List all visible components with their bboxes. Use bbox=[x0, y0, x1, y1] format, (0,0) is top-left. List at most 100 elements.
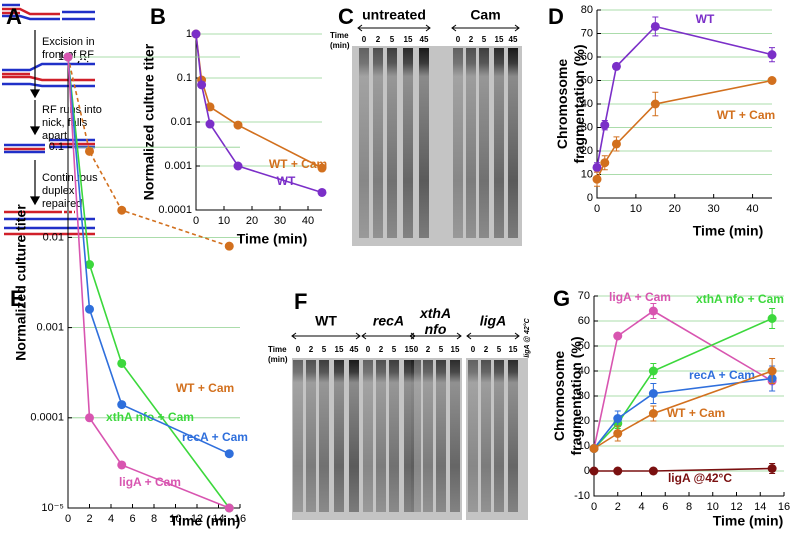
lane bbox=[376, 360, 386, 512]
point bbox=[648, 366, 658, 376]
y-tick-label: 1 bbox=[186, 28, 192, 40]
x-tick-label: 0 bbox=[594, 203, 600, 215]
series-line bbox=[67, 56, 230, 247]
point bbox=[767, 366, 777, 376]
lane-label: 2 bbox=[379, 345, 384, 354]
series-label: WT bbox=[696, 12, 715, 26]
y-tick-label: 0.0001 bbox=[158, 204, 192, 216]
series-label: ligA + Cam bbox=[119, 475, 181, 489]
lane-label: 15 bbox=[451, 345, 460, 354]
point bbox=[648, 466, 658, 476]
axes bbox=[67, 57, 240, 509]
time-label: Time (min) bbox=[268, 345, 288, 364]
series-label: WT + Cam bbox=[667, 406, 725, 420]
series-line bbox=[593, 317, 773, 450]
x-axis-label: Time (min) bbox=[713, 513, 784, 529]
point bbox=[205, 102, 215, 112]
y-tick-label: 20 bbox=[581, 145, 593, 157]
y-tick-label: 80 bbox=[581, 4, 593, 16]
y-tick-label: 10⁻⁵ bbox=[41, 502, 64, 514]
y-axis-label: Chromosomefragmentation (%) bbox=[554, 45, 587, 164]
series-line bbox=[195, 33, 323, 169]
x-tick-label: 20 bbox=[669, 203, 681, 215]
lane-label: 5 bbox=[322, 345, 327, 354]
lane bbox=[494, 360, 504, 512]
series-label: WT bbox=[277, 174, 296, 188]
lane-label: 0 bbox=[296, 345, 301, 354]
y-axis-label: Normalized culture titer bbox=[141, 43, 157, 200]
point bbox=[205, 119, 215, 129]
point bbox=[648, 409, 658, 418]
point bbox=[648, 389, 658, 398]
lane-label: 45 bbox=[509, 35, 518, 44]
x-tick-label: 40 bbox=[302, 215, 314, 227]
x-tick-label: 6 bbox=[662, 501, 668, 513]
series-label: recA + Cam bbox=[182, 430, 248, 444]
lane bbox=[306, 360, 316, 512]
lane-group: ligA bbox=[480, 313, 506, 329]
point bbox=[613, 429, 623, 438]
point bbox=[85, 260, 94, 270]
y-tick-label: 0 bbox=[587, 192, 593, 204]
point bbox=[592, 174, 602, 184]
arrow bbox=[466, 332, 520, 340]
panel-label: C bbox=[338, 4, 354, 29]
lane bbox=[349, 360, 359, 512]
series-line bbox=[67, 56, 230, 509]
y-tick-label: 10 bbox=[581, 168, 593, 180]
lane-label: 0 bbox=[414, 345, 419, 354]
lane bbox=[319, 360, 329, 512]
lane-label: 5 bbox=[439, 345, 444, 354]
lane bbox=[481, 360, 491, 512]
point bbox=[197, 80, 207, 90]
point bbox=[611, 139, 621, 149]
lane-group: xthA nfo bbox=[419, 305, 451, 337]
lane-label: 2 bbox=[309, 345, 314, 354]
point bbox=[317, 187, 327, 197]
y-tick-label: 1 bbox=[58, 51, 64, 63]
lane bbox=[450, 360, 460, 512]
lane-label: 0 bbox=[366, 345, 371, 354]
point bbox=[600, 120, 610, 130]
series-line bbox=[596, 25, 773, 168]
x-tick-label: 8 bbox=[151, 513, 157, 525]
series-line bbox=[593, 377, 773, 449]
lane-label: 5 bbox=[390, 35, 395, 44]
x-tick-label: 14 bbox=[754, 501, 766, 513]
lane-label: 15 bbox=[495, 35, 504, 44]
lane-label: 0 bbox=[362, 35, 367, 44]
lane-label: 15 bbox=[335, 345, 344, 354]
point bbox=[600, 158, 610, 168]
x-axis-label: Time (min) bbox=[170, 513, 241, 529]
arrow bbox=[291, 332, 361, 340]
series-label: ligA + Cam bbox=[609, 290, 671, 304]
point bbox=[613, 466, 623, 476]
y-tick-label: 30 bbox=[581, 121, 593, 133]
axes bbox=[596, 10, 772, 199]
point bbox=[117, 205, 127, 215]
y-tick-label: 10 bbox=[578, 440, 590, 452]
panel-label: F bbox=[294, 289, 307, 314]
lane bbox=[387, 48, 397, 238]
diagram-arrows bbox=[29, 30, 89, 206]
y-tick-label: 20 bbox=[578, 415, 590, 427]
x-tick-label: 6 bbox=[129, 513, 135, 525]
y-tick-label: 50 bbox=[581, 74, 593, 86]
point bbox=[592, 162, 602, 172]
y-tick-label: 70 bbox=[578, 290, 590, 302]
lane-group: recA bbox=[373, 313, 404, 329]
x-tick-label: 10 bbox=[707, 501, 719, 513]
y-tick-label: -10 bbox=[574, 490, 590, 502]
point bbox=[224, 449, 234, 459]
lane bbox=[453, 48, 463, 238]
point bbox=[224, 241, 234, 251]
lane bbox=[479, 48, 489, 238]
axes bbox=[195, 34, 322, 211]
extra-lane: ligA @ 42°C bbox=[523, 317, 531, 357]
y-tick-label: 0.01 bbox=[43, 231, 64, 243]
point bbox=[191, 29, 201, 39]
series-label: WT + Cam bbox=[269, 157, 327, 171]
lane-group: untreated bbox=[362, 7, 426, 23]
lane-label: 2 bbox=[469, 35, 474, 44]
